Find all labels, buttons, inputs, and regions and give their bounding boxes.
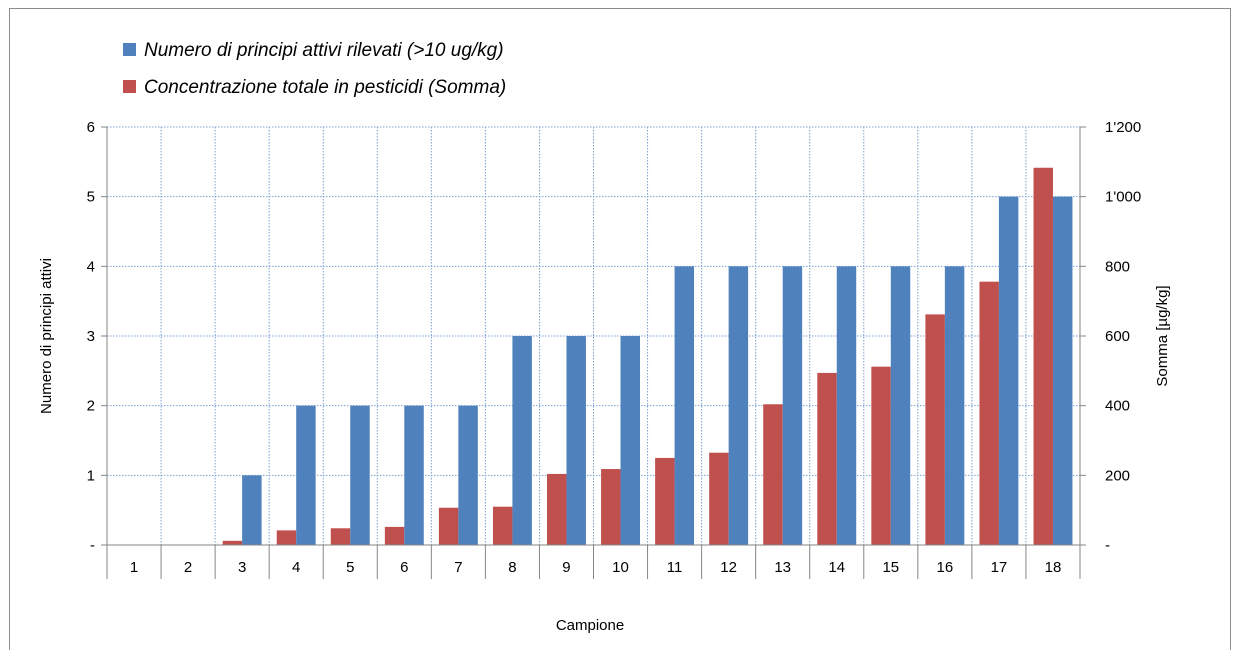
- x-tick-label-11: 11: [667, 559, 683, 576]
- y2-tick-label-2: 400: [1105, 398, 1130, 415]
- legend-label-series-1: Numero di principi attivi rilevati (>10 …: [144, 40, 504, 61]
- y2-tick-label-5: 1'000: [1105, 189, 1141, 206]
- bar-somma-16: [925, 314, 945, 545]
- x-tick-label-1: 1: [130, 559, 138, 576]
- y-axis-title: Numero di principi attivi: [38, 258, 55, 414]
- bar-somma-13: [763, 404, 783, 545]
- x-tick-label-14: 14: [828, 559, 845, 576]
- bar-principi-14: [836, 266, 857, 545]
- y-tick-label-6: 6: [87, 119, 95, 136]
- bar-somma-7: [438, 507, 459, 545]
- bar-principi-13: [782, 266, 803, 545]
- x-tick-label-5: 5: [346, 559, 354, 576]
- bar-somma-10: [601, 469, 621, 545]
- bar-somma-3: [222, 540, 243, 545]
- x-tick-label-15: 15: [882, 559, 899, 576]
- bar-principi-11: [674, 266, 695, 545]
- x-tick-label-3: 3: [238, 559, 246, 576]
- bars: [222, 167, 1073, 545]
- bar-somma-6: [384, 526, 405, 545]
- x-tick-label-8: 8: [508, 559, 516, 576]
- bar-somma-5: [330, 528, 351, 545]
- bar-principi-8: [512, 336, 532, 545]
- x-tick-label-9: 9: [562, 559, 570, 576]
- y2-tick-label-4: 800: [1105, 258, 1130, 275]
- bar-somma-18: [1033, 167, 1053, 545]
- y-tick-label-3: 3: [87, 328, 95, 345]
- x-tick-label-18: 18: [1045, 559, 1062, 576]
- x-tick-label-13: 13: [774, 559, 791, 576]
- legend-swatch-series-1: [123, 43, 136, 56]
- bar-principi-10: [620, 336, 640, 545]
- y-tick-label-0: -: [90, 537, 95, 554]
- y2-tick-label-3: 600: [1105, 328, 1130, 345]
- bar-principi-5: [350, 405, 370, 545]
- legend: Numero di principi attivi rilevati (>10 …: [123, 40, 506, 98]
- bar-principi-16: [944, 266, 965, 545]
- bar-principi-7: [458, 405, 478, 545]
- x-tick-label-4: 4: [292, 559, 300, 576]
- y2-axis-title: Somma [µg/kg]: [1154, 285, 1171, 386]
- bar-somma-9: [547, 473, 567, 545]
- bar-principi-6: [404, 405, 424, 545]
- x-tick-label-2: 2: [184, 559, 192, 576]
- y-tick-label-2: 2: [87, 398, 95, 415]
- x-tick-label-12: 12: [720, 559, 737, 576]
- y2-tick-label-6: 1'200: [1105, 119, 1141, 136]
- y-tick-label-1: 1: [87, 467, 95, 484]
- legend-label-series-2: Concentrazione totale in pesticidi (Somm…: [144, 77, 506, 98]
- y-tick-label-5: 5: [87, 189, 95, 206]
- bar-somma-15: [871, 366, 891, 545]
- x-tick-label-10: 10: [612, 559, 629, 576]
- bar-principi-4: [296, 405, 316, 545]
- x-tick-label-7: 7: [454, 559, 462, 576]
- bar-somma-11: [655, 457, 675, 545]
- x-tick-label-16: 16: [937, 559, 954, 576]
- axes: [101, 126, 1086, 579]
- y2-tick-label-1: 200: [1105, 467, 1130, 484]
- bar-somma-14: [817, 372, 837, 545]
- y2-tick-label-0: -: [1105, 537, 1110, 554]
- bar-principi-17: [998, 196, 1019, 545]
- bar-principi-3: [242, 475, 262, 545]
- bar-principi-12: [728, 266, 749, 545]
- x-tick-label-17: 17: [991, 559, 1008, 576]
- x-tick-label-6: 6: [400, 559, 408, 576]
- y-tick-label-4: 4: [87, 258, 95, 275]
- bar-principi-18: [1052, 196, 1073, 545]
- bar-principi-15: [890, 266, 911, 545]
- legend-swatch-series-2: [123, 80, 136, 93]
- bar-principi-9: [566, 336, 586, 545]
- x-axis-title: Campione: [556, 617, 624, 634]
- bar-somma-8: [492, 506, 513, 545]
- bar-somma-4: [276, 530, 297, 545]
- bar-somma-17: [979, 281, 999, 545]
- bar-somma-12: [709, 452, 729, 545]
